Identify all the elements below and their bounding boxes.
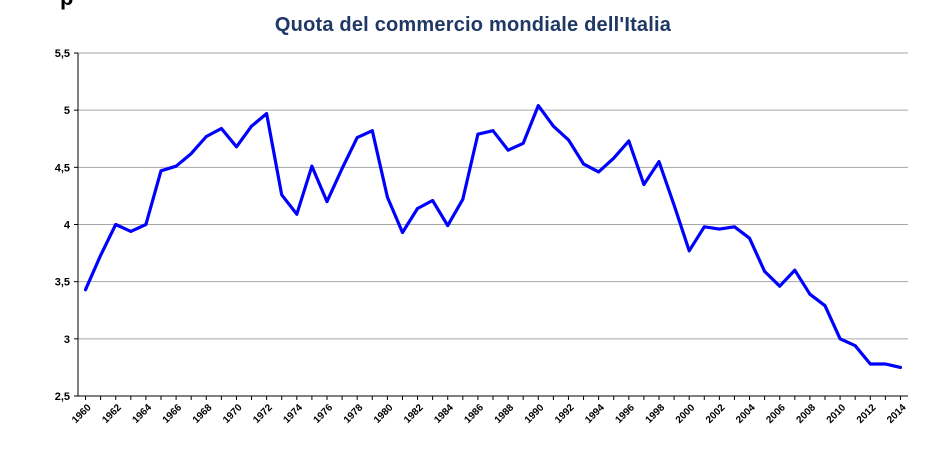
x-tick-label: 1996 [613, 402, 637, 426]
x-tick-label: 2012 [855, 402, 879, 426]
series [83, 103, 903, 369]
data-point [189, 152, 193, 156]
data-point [521, 141, 525, 145]
x-tick-label: 1980 [372, 402, 396, 426]
x-tick-label: 1982 [402, 402, 426, 426]
x-tick-label: 1966 [161, 402, 185, 426]
y-tick-label: 4 [64, 220, 71, 232]
x-tick-label: 2004 [734, 402, 758, 426]
data-point [386, 195, 389, 199]
data-point [204, 135, 208, 138]
cropped-glyph: p [60, 0, 73, 9]
data-point [235, 145, 238, 149]
y-tick-label: 3 [64, 334, 70, 346]
data-point [597, 170, 600, 174]
data-point [823, 304, 827, 308]
data-point [582, 162, 585, 166]
x-tick-label: 1976 [312, 402, 336, 426]
data-point [506, 148, 510, 152]
data-point [99, 254, 102, 257]
series-line [83, 103, 903, 369]
data-point [657, 160, 661, 164]
data-point [476, 132, 480, 136]
x-tick-label: 1988 [493, 402, 517, 426]
x-axis-ticks: 1960 1962 1964 1966 1968 1970 1972 1974 1976 1978… [70, 396, 909, 426]
x-tick-label: 2000 [674, 402, 698, 426]
data-point [174, 164, 178, 168]
data-point [793, 268, 797, 272]
data-point [733, 225, 736, 229]
data-point [431, 199, 434, 202]
x-tick-label: 1998 [644, 402, 668, 426]
data-point [536, 104, 540, 107]
x-tick-label: 2014 [885, 402, 909, 426]
data-point [446, 224, 450, 228]
data-point [853, 344, 857, 348]
data-point [672, 203, 676, 207]
x-tick-label: 1986 [463, 402, 487, 426]
x-tick-label: 2008 [795, 402, 819, 426]
data-point [461, 197, 465, 201]
data-point [355, 136, 359, 140]
x-tick-label: 1960 [70, 402, 94, 426]
data-point [370, 129, 374, 133]
data-point [144, 223, 148, 226]
x-tick-label: 1970 [221, 402, 245, 426]
data-point [159, 169, 163, 173]
data-point [491, 129, 495, 133]
gridlines [78, 52, 908, 340]
data-point [627, 139, 631, 143]
data-point [612, 156, 616, 160]
data-point [899, 366, 902, 369]
data-point [868, 362, 872, 366]
chart-title: Quota del commercio mondiale dell'Italia [274, 14, 672, 36]
data-point [763, 270, 766, 273]
y-axis-ticks: 2,5 3 3,5 4 4,5 5 5,5 [55, 48, 78, 403]
x-tick-label: 1990 [523, 402, 547, 426]
data-point [401, 231, 404, 234]
y-tick-label: 3,5 [55, 277, 70, 289]
x-tick-label: 2010 [825, 402, 849, 426]
data-point [778, 284, 782, 288]
data-point [340, 167, 344, 170]
data-point [325, 200, 329, 204]
y-tick-label: 2,5 [55, 391, 70, 403]
data-point [687, 249, 691, 253]
x-tick-label: 1978 [342, 402, 366, 426]
x-tick-label: 1968 [191, 402, 215, 426]
data-point [265, 112, 268, 115]
x-tick-label: 2002 [704, 402, 728, 426]
data-point [220, 127, 223, 130]
data-point [702, 225, 706, 229]
data-point [250, 124, 253, 128]
data-point [718, 227, 721, 231]
data-point [642, 183, 646, 186]
x-tick-label: 1972 [251, 402, 275, 426]
data-point [310, 164, 314, 168]
data-point [838, 337, 842, 341]
data-point [552, 124, 555, 128]
x-tick-label: 1984 [432, 402, 456, 426]
data-point [280, 193, 284, 197]
data-point [884, 362, 887, 366]
data-point [416, 207, 419, 210]
x-tick-label: 1994 [583, 402, 607, 426]
data-point [808, 292, 812, 296]
data-point [295, 212, 299, 216]
data-point [84, 288, 87, 292]
data-point [129, 230, 133, 233]
data-point [567, 138, 570, 142]
x-tick-label: 1992 [553, 402, 577, 426]
data-point [748, 236, 751, 240]
y-tick-label: 5 [64, 105, 70, 117]
x-tick-label: 1962 [100, 402, 124, 426]
x-tick-label: 1974 [281, 402, 305, 426]
x-tick-label: 2006 [764, 402, 788, 426]
x-tick-label: 1964 [131, 402, 155, 426]
y-tick-label: 5,5 [55, 48, 70, 60]
y-tick-label: 4,5 [55, 162, 70, 174]
data-point [114, 223, 118, 226]
